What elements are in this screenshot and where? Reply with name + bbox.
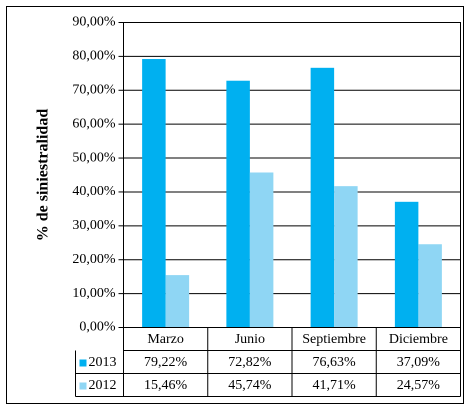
y-tick-label: 40,00% — [72, 184, 116, 199]
x-tick-label: Marzo — [147, 332, 184, 347]
x-tick-label: Junio — [235, 332, 265, 347]
y-tick-label: 20,00% — [72, 252, 116, 267]
bar — [310, 67, 335, 328]
legend-label: 2012 — [89, 378, 117, 393]
bar — [334, 186, 358, 328]
y-tick-label: 0,00% — [79, 320, 116, 335]
value-label: 79,22% — [144, 355, 188, 370]
x-tick-label: Diciembre — [389, 332, 448, 347]
y-tick-label: 70,00% — [72, 82, 116, 97]
value-label: 45,74% — [228, 378, 272, 393]
bar — [394, 201, 419, 328]
bar — [418, 244, 442, 328]
bar — [249, 172, 274, 328]
legend-label: 2013 — [89, 355, 117, 370]
value-label: 72,82% — [228, 355, 272, 370]
legend-swatch — [79, 382, 87, 390]
y-tick-label: 90,00% — [72, 15, 116, 30]
y-tick-label: 30,00% — [72, 218, 116, 233]
x-tick-label: Septiembre — [302, 332, 366, 347]
legend-swatch — [79, 359, 87, 367]
value-label: 76,63% — [313, 355, 357, 370]
y-tick-label: 60,00% — [72, 116, 116, 131]
y-tick-label: 80,00% — [72, 49, 116, 64]
bar — [165, 275, 190, 328]
y-axis-label: % de siniestralidad — [35, 109, 52, 242]
y-tick-label: 50,00% — [72, 150, 116, 165]
bar — [226, 80, 250, 328]
value-label: 24,57% — [397, 378, 441, 393]
value-label: 37,09% — [397, 355, 441, 370]
y-tick-label: 10,00% — [72, 286, 116, 301]
value-label: 15,46% — [144, 378, 188, 393]
bar — [142, 59, 166, 328]
value-label: 41,71% — [313, 378, 357, 393]
